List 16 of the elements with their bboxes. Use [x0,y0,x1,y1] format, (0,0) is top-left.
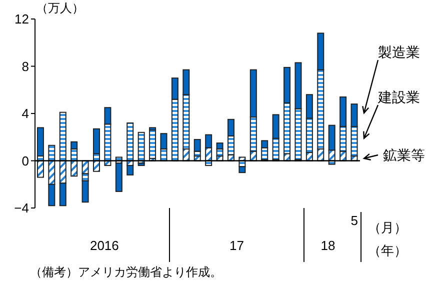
y-tick-label: −4 [14,200,29,216]
y-tick-label: 4 [22,106,29,122]
y-axis-title: （万人） [36,0,84,17]
text: 製造業 [378,44,420,60]
text: 2016 [88,238,120,253]
text: （年） [368,242,407,260]
text: （備考）アメリカ労働省より作成。 [30,264,222,281]
y-tick-label: 0 [22,153,29,168]
y-tick-label: 8 [22,58,29,74]
y-tick-label: 12 [14,12,29,27]
text: 建設業 [377,89,420,105]
text: 18 [320,238,336,253]
series-label: 鉱業等 [383,147,425,163]
x-axis-title: （月） [368,219,407,237]
text: 17 [228,238,245,253]
x-tick-label: 5 [350,213,358,228]
